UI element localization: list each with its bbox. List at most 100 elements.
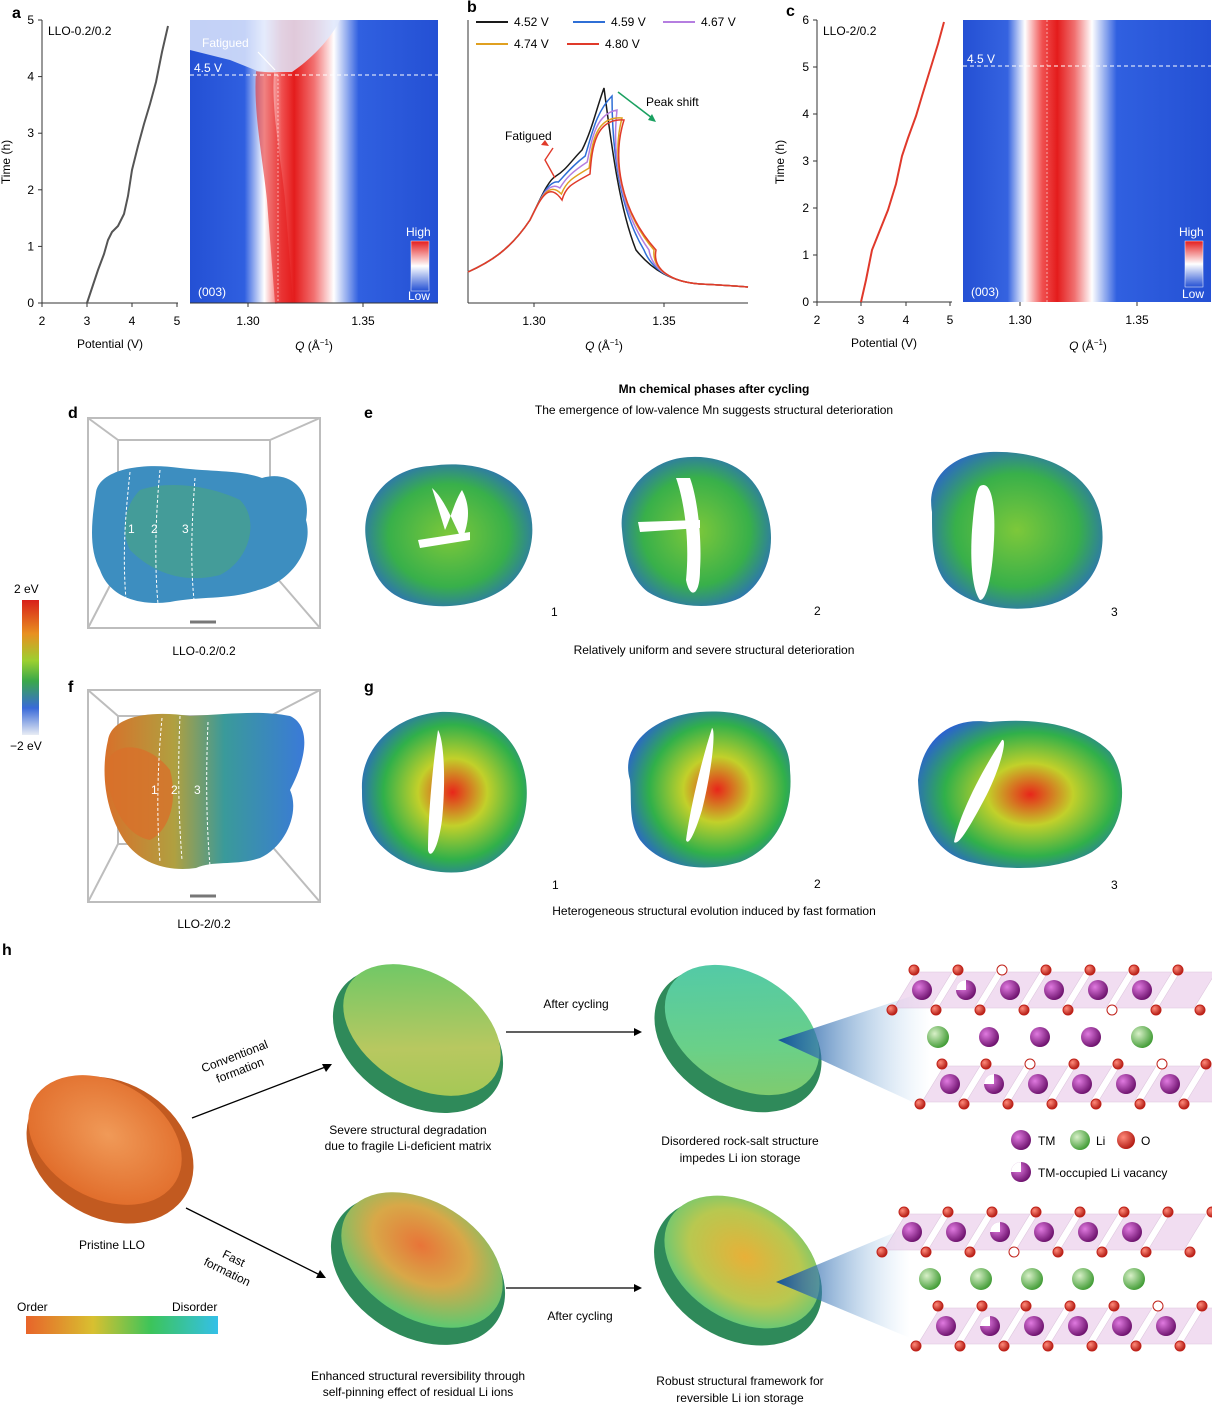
lattice-o-atom xyxy=(996,964,1008,976)
lattice-octahedron xyxy=(1185,1065,1212,1103)
panel-a-potential-xtick-label: 4 xyxy=(129,314,136,328)
lattice-tm-atom xyxy=(940,1074,960,1094)
panel-e-caption: Relatively uniform and severe structural… xyxy=(574,643,855,657)
lattice-o-atom xyxy=(898,1206,910,1218)
panel-a-voltage-line-label: 4.5 V xyxy=(194,61,222,75)
lattice-o-atom xyxy=(1130,1340,1142,1352)
lattice-o-atom xyxy=(1194,1004,1206,1016)
lattice-o-atom xyxy=(1064,1300,1076,1312)
lattice-o-atom xyxy=(1140,1246,1152,1258)
panel-f-slice-label-2: 2 xyxy=(171,783,178,797)
panel-c-ytick-label: 2 xyxy=(802,201,809,215)
lattice-tm-atom xyxy=(1028,1074,1048,1094)
lattice-o-atom xyxy=(980,1058,992,1070)
panel-a-colorbar-high: High xyxy=(406,225,431,239)
lattice-o-atom xyxy=(1068,1058,1080,1070)
panel-a-q-axis-label: Q (Å−1) xyxy=(295,338,333,353)
lattice-o-atom xyxy=(1112,1058,1124,1070)
ordered-lattice xyxy=(876,1206,1212,1352)
pristine-label: Pristine LLO xyxy=(79,1238,145,1252)
lattice-o-atom xyxy=(974,1004,986,1016)
panel-b-q-axis-label: Q (Å−1) xyxy=(585,338,623,353)
after-cycling-top: After cycling xyxy=(543,997,608,1011)
lattice-li-atom xyxy=(919,1268,941,1290)
panel-a-potential-xtick-label: 3 xyxy=(84,314,91,328)
panel-a-ytick-label: 2 xyxy=(27,183,34,197)
lattice-o-atom xyxy=(942,1206,954,1218)
panel-c-reflection-label: (003) xyxy=(971,285,999,299)
panel-c-ytick-label: 6 xyxy=(802,13,809,27)
lattice-vacancy-mark xyxy=(980,1316,990,1326)
tm-legend-label: TM xyxy=(1038,1134,1055,1148)
panel-e-slice-3 xyxy=(931,451,1103,609)
pristine-particle xyxy=(26,1075,194,1224)
panel-a-q-xtick-label: 1.35 xyxy=(351,314,375,328)
lattice-o-atom xyxy=(1178,1098,1190,1110)
lattice-o-atom xyxy=(1156,1058,1168,1070)
panel-e-slice-label-3: 3 xyxy=(1111,605,1118,619)
panel-b-curve xyxy=(467,94,749,288)
lattice-octahedron xyxy=(1147,1213,1207,1251)
lattice-o-atom xyxy=(1096,1246,1108,1258)
lattice-tm-atom xyxy=(1034,1222,1054,1242)
lattice-tm-atom xyxy=(946,1222,966,1242)
panel-d: d 1 2 3 LLO-0.2/0.2 xyxy=(68,405,321,658)
fast-formation-particle xyxy=(330,1192,506,1345)
panel-c-ytick-label: 5 xyxy=(802,60,809,74)
panel-c-potential-xtick-label: 5 xyxy=(947,313,954,327)
panel-a-colorbar-low: Low xyxy=(408,289,430,303)
panel-c-q-axis-label: Q (Å−1) xyxy=(1069,338,1107,353)
lattice-o-atom xyxy=(952,964,964,976)
panel-a-sample-label: LLO-0.2/0.2 xyxy=(48,24,112,38)
panel-c-ytick-label: 3 xyxy=(802,154,809,168)
bottom-right-caption: Robust structural framework for reversibl… xyxy=(656,1374,823,1405)
lattice-li-atom xyxy=(1072,1268,1094,1290)
li-legend-icon xyxy=(1070,1130,1090,1150)
lattice-o-atom xyxy=(1174,1340,1186,1352)
panel-a-fatigued-label: Fatigued xyxy=(202,36,249,50)
after-cycling-bottom: After cycling xyxy=(547,1309,612,1323)
lattice-o-atom xyxy=(914,1098,926,1110)
lattice-tm-atom xyxy=(1078,1222,1098,1242)
panel-f: f 1 2 3 LLO-2/0.2 xyxy=(68,679,321,931)
panel-e-title: Mn chemical phases after cycling xyxy=(619,382,810,396)
panel-d-slice-label-3: 3 xyxy=(182,522,189,536)
panel-letter-d: d xyxy=(68,405,78,422)
lattice-o-atom xyxy=(1020,1300,1032,1312)
lattice-o-atom xyxy=(1206,1206,1212,1218)
panel-a-fatigue-region xyxy=(190,20,340,72)
energy-colorbar-top: 2 eV xyxy=(14,582,39,596)
lattice-o-atom xyxy=(1046,1098,1058,1110)
energy-colorbar-bottom: −2 eV xyxy=(10,739,42,753)
panel-b-curve xyxy=(467,117,749,288)
panel-a-ytick-label: 1 xyxy=(27,239,34,253)
lattice-o-atom xyxy=(1074,1206,1086,1218)
lattice-o-atom xyxy=(1008,1246,1020,1258)
lattice-tm-atom xyxy=(1000,980,1020,1000)
panel-a-potential-xtick-label: 5 xyxy=(174,314,181,328)
lattice-o-atom xyxy=(1118,1206,1130,1218)
panel-a-heatmap: 4.5 V Fatigued (003) High Low 1.30 1.35 Q… xyxy=(190,20,438,353)
panel-a-q-xtick-label: 1.30 xyxy=(236,314,260,328)
panel-g-slice-2 xyxy=(628,711,791,868)
lattice-o-atom xyxy=(964,1246,976,1258)
lattice-o-atom xyxy=(976,1300,988,1312)
panel-a: a 0 1 2 3 4 5 2 3 4 5 Time (h) Potential (V) LLO… xyxy=(0,5,438,353)
panel-b-legend-label: 4.67 V xyxy=(701,15,736,29)
panel-a-xlabel: Potential (V) xyxy=(77,337,143,351)
lattice-o-atom xyxy=(1002,1098,1014,1110)
panel-letter-f: f xyxy=(68,679,74,696)
atom-legend: TM Li O TM-occupied Li vacancy xyxy=(1011,1130,1167,1182)
panel-e-subtitle: The emergence of low-valence Mn suggests… xyxy=(535,403,893,417)
panel-a-ytick-label: 5 xyxy=(27,13,34,27)
panel-f-caption: LLO-2/0.2 xyxy=(177,917,231,931)
panel-a-potential-xtick-label: 2 xyxy=(39,314,46,328)
panel-c-potential-xtick-label: 2 xyxy=(814,313,821,327)
lattice-o-atom xyxy=(954,1340,966,1352)
lattice-li-atom xyxy=(1131,1026,1153,1048)
panel-b-peak-shift-label: Peak shift xyxy=(646,95,699,109)
conventional-formation-particle xyxy=(332,964,504,1113)
panel-a-time-potential: 0 1 2 3 4 5 2 3 4 5 Time (h) Potential (V) LLO-0… xyxy=(0,13,181,351)
panel-f-slice-label-3: 3 xyxy=(194,783,201,797)
lattice-tm-atom xyxy=(936,1316,956,1336)
